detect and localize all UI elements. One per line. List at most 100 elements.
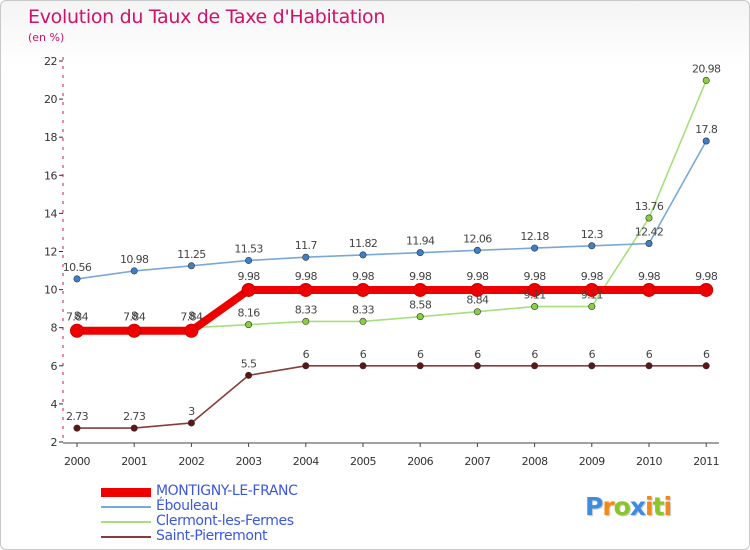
data-label: 20.98 (692, 62, 721, 75)
chart-title: Evolution du Taux de Taxe d'Habitation (28, 6, 386, 28)
x-tick-label: 2000 (64, 455, 90, 468)
data-label: 6 (417, 348, 424, 361)
data-point (127, 323, 142, 338)
x-tick-label: 2006 (407, 455, 433, 468)
data-label: 6 (589, 348, 596, 361)
chart-subtitle: (en %) (28, 31, 65, 44)
data-point (702, 76, 710, 84)
y-tick-label: 14 (44, 207, 57, 220)
data-point (130, 424, 138, 432)
data-point (470, 282, 485, 297)
y-tick-label: 8 (51, 322, 58, 335)
data-point (245, 256, 253, 264)
x-tick-label: 2011 (693, 455, 719, 468)
data-label: 11.82 (349, 237, 378, 250)
logo-letter: r (602, 492, 614, 521)
data-point (645, 239, 653, 247)
data-label: 5.5 (241, 357, 257, 370)
data-label: 6 (646, 348, 653, 361)
data-point (184, 323, 199, 338)
data-label: 17.8 (695, 123, 718, 136)
data-label: 9.98 (466, 270, 489, 283)
series-3 (73, 362, 710, 432)
data-point (359, 362, 367, 370)
data-point (531, 244, 539, 252)
data-point (702, 362, 710, 370)
data-label: 8 (131, 310, 138, 323)
series-line (76, 140, 708, 280)
x-tick-label: 2007 (464, 455, 490, 468)
data-point (73, 424, 81, 432)
data-label: 6 (531, 348, 538, 361)
data-label: 9.11 (581, 289, 603, 302)
data-point (298, 282, 313, 297)
data-label: 8.33 (352, 303, 375, 316)
data-label: 9.98 (409, 270, 432, 283)
data-label: 2.73 (66, 410, 89, 423)
y-tick-label: 20 (44, 93, 57, 106)
data-point (359, 251, 367, 259)
legend-swatch-ebouleau (101, 506, 151, 508)
logo-letter: i (663, 492, 673, 521)
data-point (416, 362, 424, 370)
data-label: 12.18 (520, 230, 549, 243)
logo-letter: o (613, 492, 631, 521)
data-label: 11.7 (295, 239, 318, 252)
data-label: 11.53 (234, 242, 263, 255)
y-tick-label: 22 (44, 55, 57, 68)
x-tick-label: 2008 (522, 455, 548, 468)
data-label: 11.94 (406, 235, 435, 248)
data-label: 8 (188, 310, 195, 323)
data-point (531, 362, 539, 370)
x-tick-label: 2003 (236, 455, 262, 468)
data-point (473, 246, 481, 254)
legend-label-ebouleau: Ébouleau (156, 498, 218, 514)
data-label: 8.16 (238, 307, 261, 320)
data-label: 3 (188, 405, 195, 418)
data-label: 6 (360, 348, 367, 361)
series-layer (70, 76, 714, 432)
data-label: 8 (74, 310, 81, 323)
proxiti-logo: Proxiti (585, 492, 673, 521)
data-point (413, 282, 428, 297)
legend-label-clermont: Clermont-les-Fermes (156, 513, 294, 529)
data-label: 6 (303, 348, 310, 361)
data-point (642, 282, 656, 297)
legend-swatch-montigny (101, 488, 151, 497)
data-label: 9.98 (638, 270, 661, 283)
data-point (416, 249, 424, 257)
data-label: 2.73 (123, 410, 146, 423)
x-tick-label: 2004 (293, 455, 319, 468)
data-label: 6 (474, 348, 481, 361)
legend-label-montigny: MONTIGNY-LE-FRANC (156, 483, 298, 499)
data-label: 12.06 (463, 232, 492, 245)
data-label: 7.84 (180, 311, 203, 324)
data-point (588, 303, 596, 311)
data-point (473, 308, 481, 316)
data-label: 11.25 (177, 248, 206, 261)
data-label: 8.84 (466, 294, 489, 307)
y-tick-label: 10 (44, 284, 57, 297)
data-label: 7.84 (123, 311, 146, 324)
data-label: 8.33 (295, 303, 318, 316)
logo-letter: t (652, 492, 665, 521)
data-label: 7.84 (66, 311, 89, 324)
series-line (73, 285, 711, 335)
x-tick-label: 2009 (579, 455, 605, 468)
data-point (645, 214, 653, 222)
data-point (302, 253, 310, 261)
y-tick-label: 6 (51, 360, 58, 373)
data-point (356, 282, 370, 297)
data-point (531, 303, 539, 311)
series-1 (73, 137, 710, 283)
data-point (702, 137, 710, 145)
y-tick-label: 4 (51, 398, 58, 411)
x-tick-label: 2005 (350, 455, 376, 468)
data-label: 6 (703, 348, 710, 361)
data-point (187, 419, 195, 427)
data-label: 10.56 (63, 261, 92, 274)
legend-swatch-saint-pierremont (101, 536, 151, 538)
data-point (130, 267, 138, 275)
data-point (70, 323, 84, 338)
